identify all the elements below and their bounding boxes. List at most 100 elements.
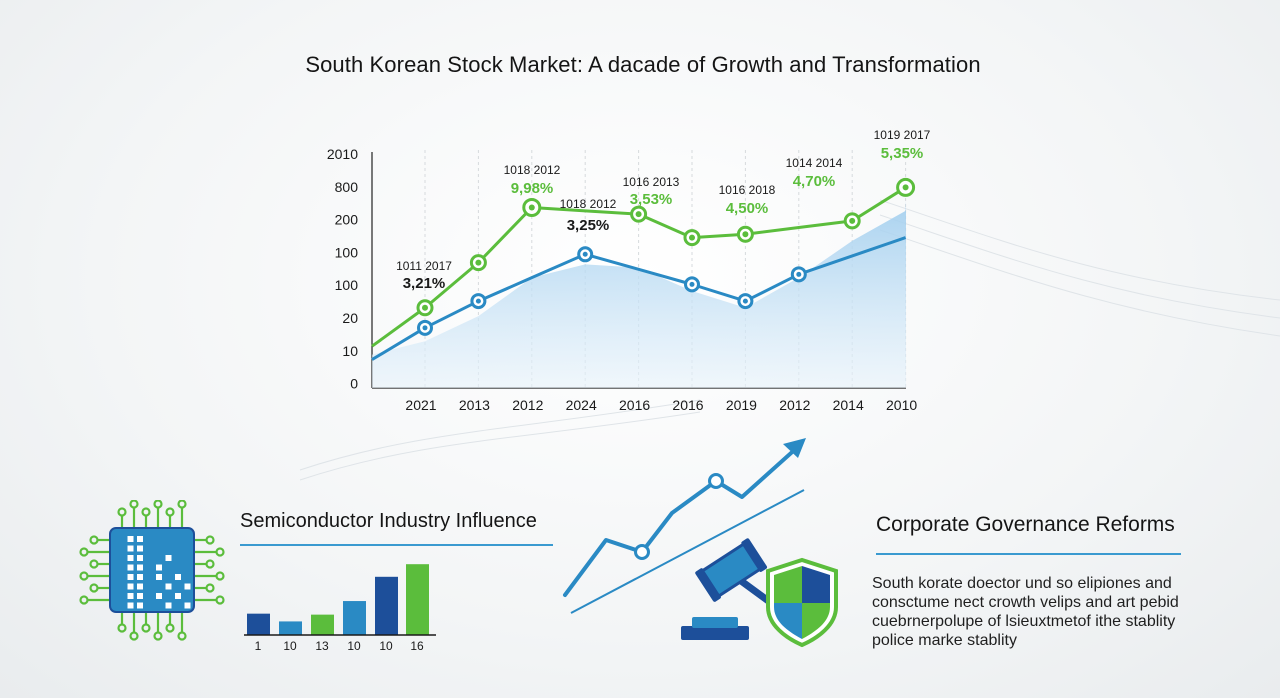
governance-line: cuebrnerpolupe of lsieuxtmetof ithe stab… [872,613,1176,630]
chip-pin-end [153,631,163,641]
x-tick-label: 2021 [405,397,436,413]
chip-cell [127,536,134,542]
blue-point-dot [742,298,748,304]
green-point-dot [475,259,482,266]
blue-point-dot [582,251,588,257]
x-tick-label: 2013 [459,397,490,413]
y-tick-label: 100 [335,244,359,260]
x-tick-label: 2016 [672,397,703,413]
semiconductor-chip-icon [79,500,225,641]
area-fill [372,200,906,388]
y-tick-label: 2010 [327,146,358,162]
annotation-date: 1018 2012 [504,163,561,177]
chip-pin-end [117,623,127,633]
chip-pin-end [89,559,99,569]
chip-cell [156,593,162,599]
shield-icon [766,557,838,648]
chip-pin-end [117,507,127,517]
chip-pin-end [215,547,225,557]
trend-arrow-icon [563,438,806,614]
x-tick-label: 2012 [779,397,810,413]
bar-label: 10 [347,639,361,653]
chip-pin-end [215,595,225,605]
annotation-value: 4,70% [793,173,836,190]
blue-point-dot [689,281,695,287]
chip-pin-end [129,500,139,509]
chip-pin-end [79,595,89,605]
annotation-date: 1016 2013 [623,175,680,189]
chip-cell [137,564,143,571]
x-tick-label: 2016 [619,397,650,413]
annotation-value: 5,35% [881,145,924,162]
chip-pin-end [177,500,187,509]
y-tick-label: 100 [335,277,359,293]
y-tick-label: 20 [342,310,358,326]
green-point-dot [635,211,642,218]
chip-pin-end [205,583,215,593]
annotation-date: 1019 2017 [874,128,931,142]
chip-pin-end [177,631,187,641]
chip-cell [175,574,181,580]
bar-label: 10 [283,639,297,653]
bar-label: 16 [410,639,424,653]
chip-cell [175,593,181,599]
chip-cell [184,583,191,590]
annotation-date: 1016 2018 [719,183,776,197]
bar [406,564,429,635]
chip-pin-end [205,535,215,545]
gavel-icon [681,538,782,640]
chip-cell [127,564,134,571]
y-tick-label: 800 [335,179,359,195]
chip-pin-end [79,547,89,557]
bar [247,613,270,635]
x-tick-label: 2010 [886,397,917,413]
chip-cell [127,555,134,561]
chip-pin-end [141,623,151,633]
series-blue-line [371,236,907,361]
annotation-date: 1011 2017 [396,259,452,273]
bar [279,621,302,635]
governance-divider [876,553,1181,555]
semiconductor-title: Semiconductor Industry Influence [240,510,537,532]
chip-pin-end [79,571,89,581]
chip-cell [137,593,143,599]
blue-point-dot [475,298,481,304]
green-point-dot [689,234,695,241]
chip-pin-end [205,559,215,569]
blue-point-dot [422,325,428,331]
governance-title: Corporate Governance Reforms [876,513,1175,536]
green-point-dot [902,184,909,191]
chip-pin-end [215,571,225,581]
bar-label: 1 [255,639,262,653]
y-tick-label: 200 [335,212,359,228]
semiconductor-divider [240,544,553,546]
green-point-dot [849,217,856,224]
annotation-value: 3,21% [403,275,446,292]
annotation-date: 1014 2014 [786,156,843,170]
chip-pin-end [129,631,139,641]
chip-cell [137,574,143,580]
chip-cell [137,555,143,561]
x-tick-label: 2014 [833,397,864,413]
chip-pin-end [165,507,175,517]
bar-label: 10 [379,639,393,653]
green-point-dot [742,231,749,238]
x-tick-label: 2012 [512,397,543,413]
chip-cell [137,536,143,542]
chip-cell [165,602,172,609]
governance-line: police marke stablity [872,632,1017,649]
chip-pin-end [153,500,163,509]
governance-text: South korate doector und so elipiones an… [872,574,1202,650]
y-tick-label: 0 [350,376,358,392]
chip-cell [165,583,172,590]
bar-label: 13 [315,639,329,653]
chip-cell [127,574,134,580]
governance-line: South korate doector und so elipiones an… [872,575,1172,592]
green-point-dot [528,204,535,211]
chip-cell [137,583,143,590]
chip-cell [127,545,134,552]
blue-point-dot [796,271,802,277]
